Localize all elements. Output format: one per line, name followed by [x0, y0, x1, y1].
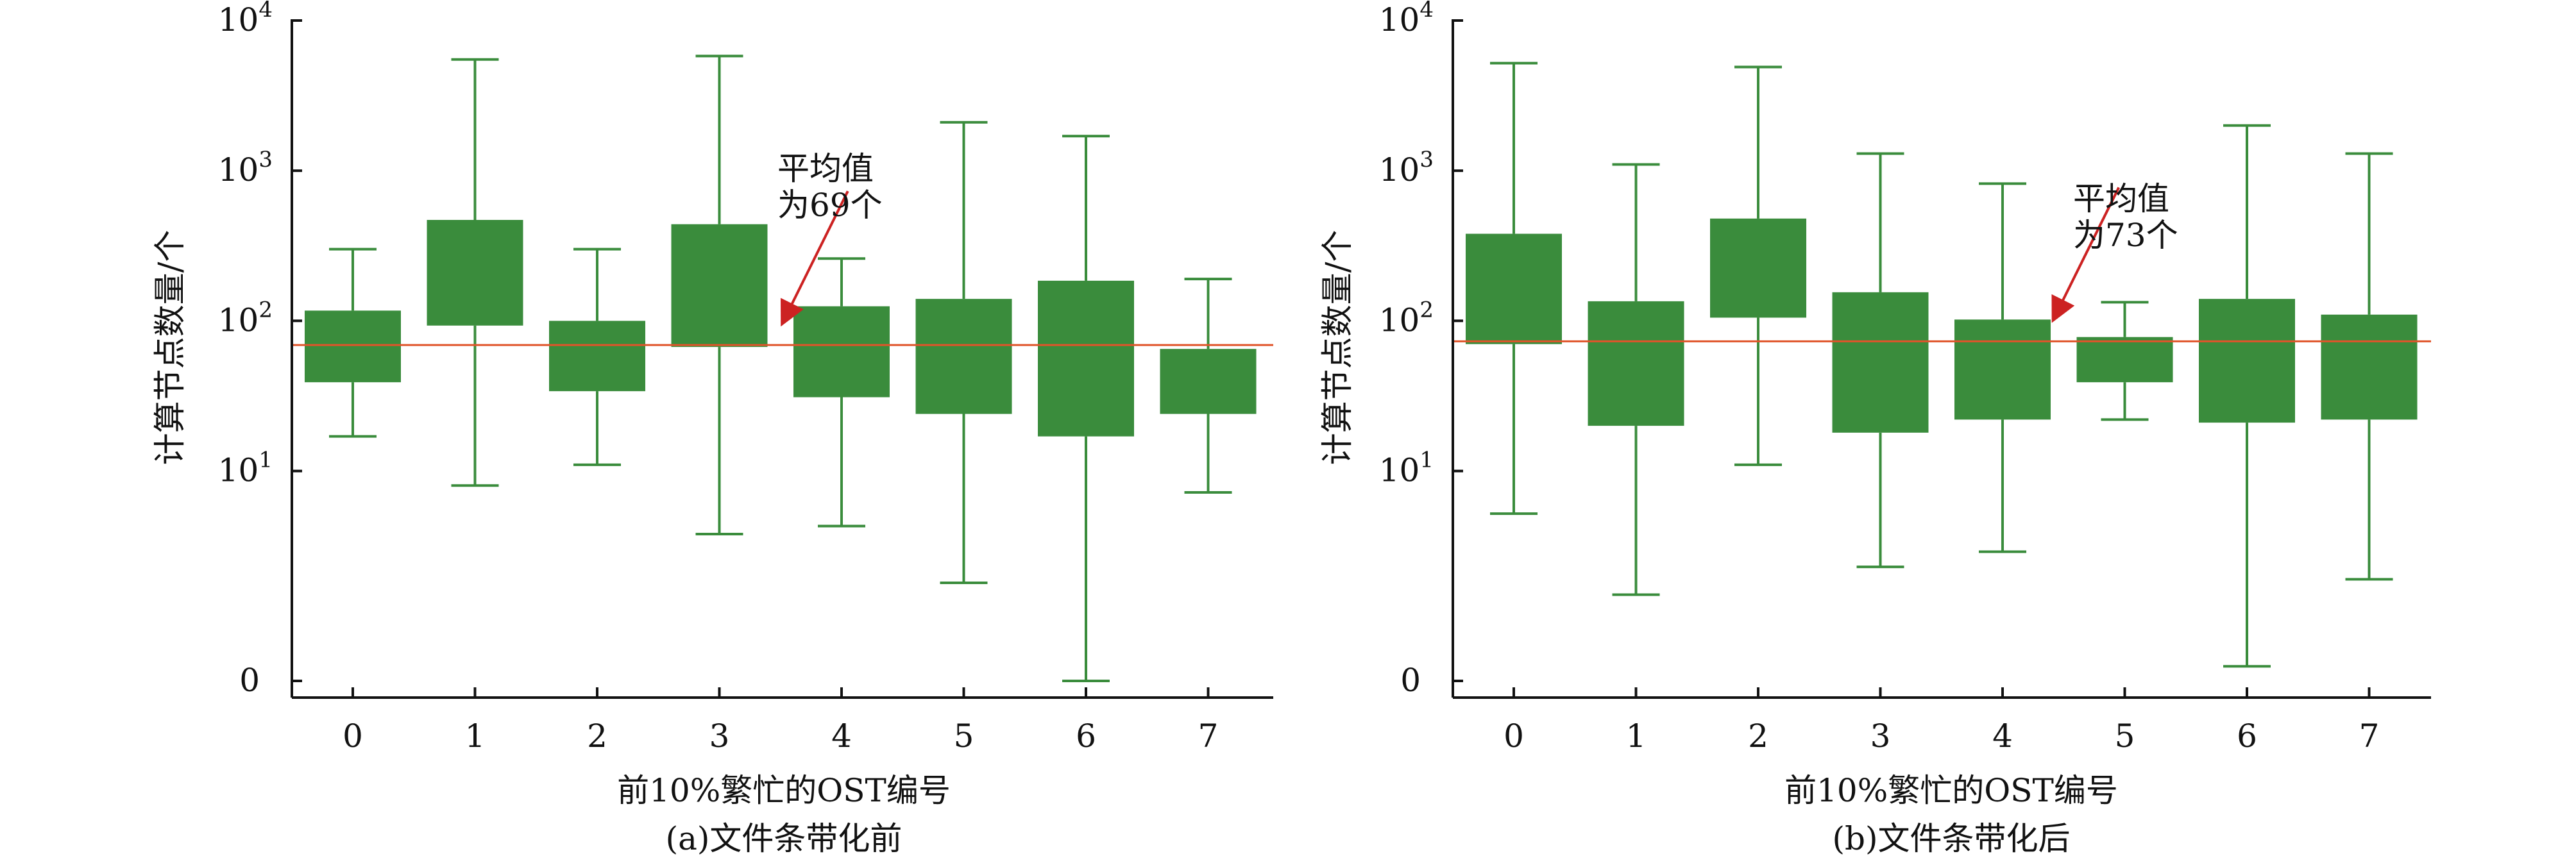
x-tick-label: 5	[2115, 717, 2135, 755]
box-1	[427, 219, 523, 326]
y-tick-exponent: 3	[258, 147, 273, 172]
y-tick-label: 102	[218, 297, 273, 339]
box-5	[2076, 337, 2173, 383]
y-tick-label: 103	[1379, 147, 1434, 189]
box-6	[2199, 299, 2295, 423]
x-tick-label: 7	[2359, 717, 2380, 755]
box-2	[549, 321, 645, 392]
x-axis-label-b: 前10%繁忙的OST编号	[1784, 772, 2118, 809]
y-tick-base: 10	[1379, 301, 1420, 339]
y-tick-base: 10	[218, 452, 259, 489]
y-tick-label: 103	[218, 147, 273, 189]
box-5	[915, 299, 1012, 414]
box-4	[1954, 319, 2051, 420]
box-3	[671, 224, 768, 348]
y-tick-exponent: 2	[1419, 297, 1434, 323]
caption-b: (b)文件条带化后	[1832, 820, 2070, 857]
x-axis-label-a: 前10%繁忙的OST编号	[617, 772, 951, 809]
y-axis-label-a: 计算节点数量/个	[151, 230, 189, 465]
y-tick-base: 10	[1379, 452, 1420, 489]
boxes-b	[1453, 62, 2431, 668]
x-tick-label: 0	[1504, 717, 1524, 755]
x-tick-label: 2	[1748, 717, 1768, 755]
y-tick-label: 101	[218, 448, 273, 489]
box-2	[1710, 218, 1806, 318]
x-tick-label: 2	[587, 717, 607, 755]
y-tick-exponent: 1	[1419, 448, 1434, 473]
y-tick-label: 104	[1379, 0, 1434, 38]
mean-annotation-line2-b: 为73个	[2073, 217, 2178, 254]
y-tick-label: 0	[239, 662, 260, 699]
mean-annotation-arrow	[781, 190, 849, 327]
mean-annotation-line1-b: 平均值	[2073, 180, 2169, 217]
y-tick-exponent: 4	[258, 0, 273, 22]
x-tick-label: 3	[1870, 717, 1891, 755]
box-3	[1832, 292, 1929, 433]
box-7	[2321, 314, 2418, 420]
x-tick-label: 7	[1198, 717, 1219, 755]
y-tick-label: 102	[1379, 297, 1434, 339]
box-4	[793, 306, 890, 398]
y-tick-exponent: 3	[1419, 147, 1434, 172]
mean-annotation-line1-a: 平均值	[777, 150, 874, 187]
x-tick-label: 1	[1626, 717, 1647, 755]
y-tick-base: 10	[218, 1, 259, 38]
box-7	[1160, 349, 1257, 414]
box-0	[1466, 233, 1562, 344]
x-tick-label: 4	[1992, 717, 2013, 755]
box-1	[1588, 301, 1684, 426]
x-tick-label: 5	[954, 717, 974, 755]
x-tick-label: 6	[2237, 717, 2257, 755]
mean-annotation-arrow	[2051, 187, 2120, 323]
y-tick-exponent: 2	[258, 297, 273, 323]
y-tick-base: 10	[218, 301, 259, 339]
y-axis-label-b: 计算节点数量/个	[1319, 230, 1356, 465]
box-6	[1038, 280, 1134, 437]
caption-a: (a)文件条带化前	[666, 820, 902, 857]
y-tick-label: 101	[1379, 448, 1434, 489]
x-tick-label: 6	[1076, 717, 1096, 755]
box-0	[305, 310, 401, 383]
x-tick-label: 0	[343, 717, 363, 755]
boxes-a	[292, 54, 1273, 682]
mean-annotation-line2-a: 为69个	[777, 187, 883, 224]
y-tick-exponent: 4	[1419, 0, 1434, 22]
x-tick-label: 1	[465, 717, 486, 755]
y-tick-base: 10	[1379, 151, 1420, 189]
x-tick-label: 4	[831, 717, 852, 755]
y-tick-base: 10	[1379, 1, 1420, 38]
x-tick-label: 3	[709, 717, 730, 755]
y-tick-exponent: 1	[258, 448, 273, 473]
y-tick-label: 0	[1400, 662, 1421, 699]
y-tick-base: 10	[218, 151, 259, 189]
y-tick-label: 104	[218, 0, 273, 38]
